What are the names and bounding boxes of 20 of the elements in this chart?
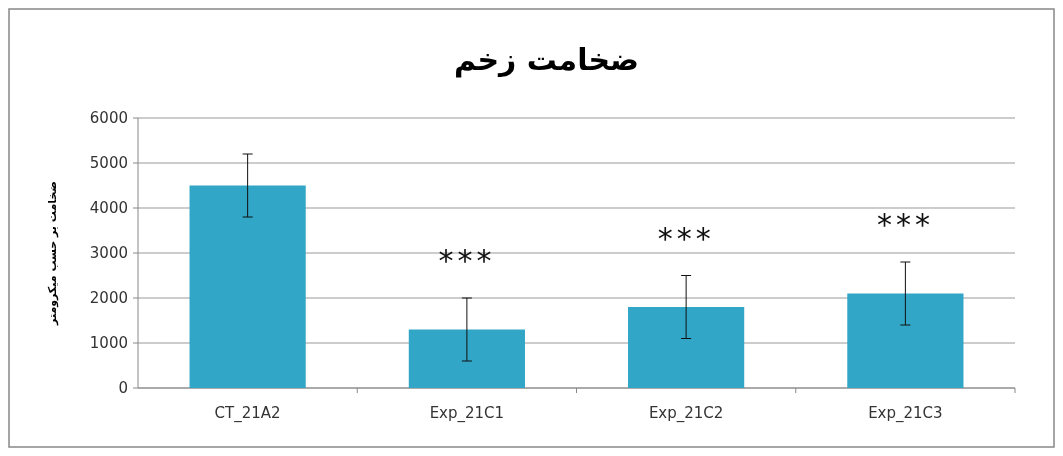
y-axis-title: ضخامت بر حسب میکرومتر — [46, 181, 59, 326]
y-tick-label: 6000 — [89, 109, 128, 128]
y-tick-label: 5000 — [89, 154, 128, 173]
y-tick-label: 3000 — [89, 244, 128, 263]
bar — [189, 185, 306, 388]
bar — [628, 307, 745, 388]
y-tick-label: 1000 — [89, 334, 128, 353]
chart-title: ضخامت زخم — [453, 42, 640, 78]
x-tick-label: Exp_21C1 — [429, 404, 505, 423]
annotation: *** — [876, 207, 934, 242]
annotation: *** — [657, 220, 715, 256]
annotation: *** — [438, 243, 496, 278]
bar — [408, 329, 525, 388]
y-tick-label: 0 — [118, 379, 128, 398]
bar — [847, 293, 964, 388]
y-tick-label: 4000 — [89, 199, 128, 218]
x-tick-label: Exp_21C2 — [648, 404, 724, 423]
x-tick-label: Exp_21C3 — [868, 404, 943, 423]
y-tick-label: 2000 — [89, 289, 128, 308]
x-tick-label: CT_21A2 — [214, 404, 281, 423]
